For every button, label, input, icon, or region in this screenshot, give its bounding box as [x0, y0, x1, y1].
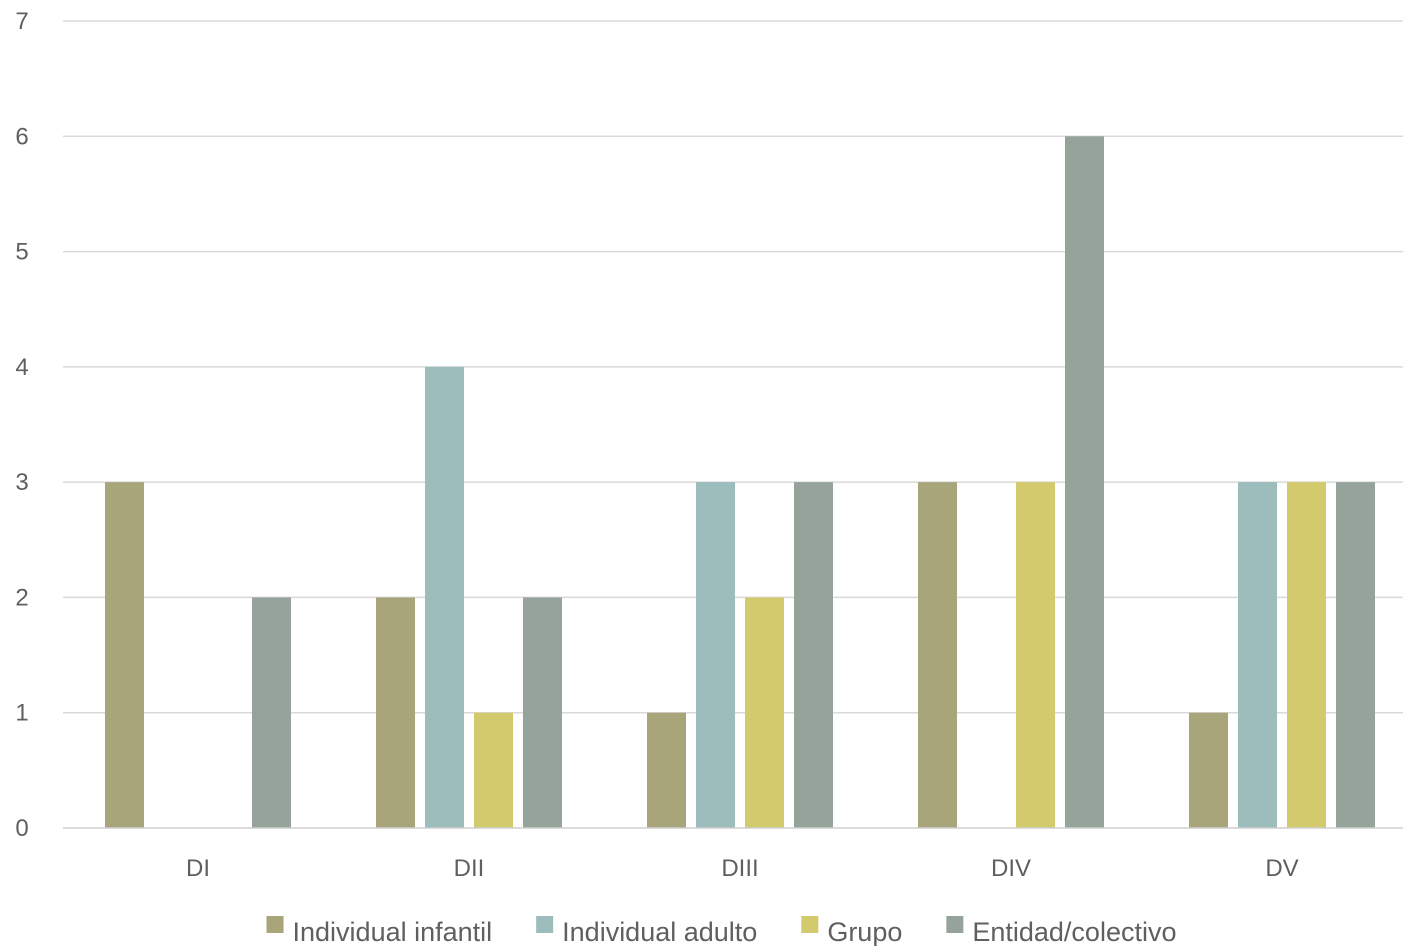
bar-div-series-1 — [918, 482, 957, 828]
x-tick-label: DII — [454, 855, 485, 882]
bar-dv-series-4 — [1336, 482, 1375, 828]
legend-swatch — [266, 916, 284, 933]
legend: Individual infantil Individual adulto Grup… — [266, 916, 1176, 946]
y-axis-ticks: 0 1 2 3 4 5 6 7 — [15, 8, 28, 842]
legend-item: Individual infantil — [266, 916, 493, 946]
legend-swatch — [536, 916, 554, 933]
bar-div-series-4 — [1065, 136, 1104, 829]
y-tick-label: 6 — [15, 123, 28, 150]
bar-dii-series-2 — [425, 366, 464, 828]
bar-dii-series-4 — [523, 597, 562, 828]
bar-di-series-1 — [105, 482, 144, 828]
y-tick-label: 5 — [15, 239, 28, 266]
bar-dii-series-3 — [474, 712, 513, 828]
bar-dv-series-1 — [1189, 712, 1228, 828]
legend-label: Individual adulto — [562, 917, 757, 946]
legend-label: Individual infantil — [293, 917, 493, 946]
legend-item: Individual adulto — [536, 916, 757, 946]
y-tick-label: 4 — [15, 354, 28, 381]
y-tick-label: 2 — [15, 584, 28, 611]
bar-dv-series-2 — [1238, 482, 1277, 828]
bar-diii-series-3 — [745, 597, 784, 828]
bar-div-series-3 — [1016, 482, 1055, 828]
legend-item: Grupo — [801, 916, 902, 946]
y-tick-label: 0 — [15, 815, 28, 842]
legend-swatch — [946, 916, 964, 933]
y-tick-label: 3 — [15, 469, 28, 496]
bar-diii-series-1 — [647, 712, 686, 828]
x-tick-label: DIII — [721, 855, 758, 882]
x-tick-label: DIV — [991, 855, 1031, 882]
x-tick-label: DV — [1265, 855, 1298, 882]
legend-swatch — [801, 916, 819, 933]
bar-diii-series-2 — [696, 482, 735, 828]
x-axis-ticks: DI DII DIII DIV DV — [186, 855, 1299, 882]
x-tick-label: DI — [186, 855, 210, 882]
bar-di-series-4 — [252, 597, 291, 828]
bar-dii-series-1 — [376, 597, 415, 828]
bar-dv-series-3 — [1287, 482, 1326, 828]
legend-label: Grupo — [827, 917, 902, 946]
y-tick-label: 7 — [15, 8, 28, 35]
legend-label: Entidad/colectivo — [972, 917, 1176, 946]
bar-diii-series-4 — [794, 482, 833, 828]
legend-item: Entidad/colectivo — [946, 916, 1176, 946]
y-tick-label: 1 — [15, 700, 28, 727]
bars — [105, 136, 1375, 829]
